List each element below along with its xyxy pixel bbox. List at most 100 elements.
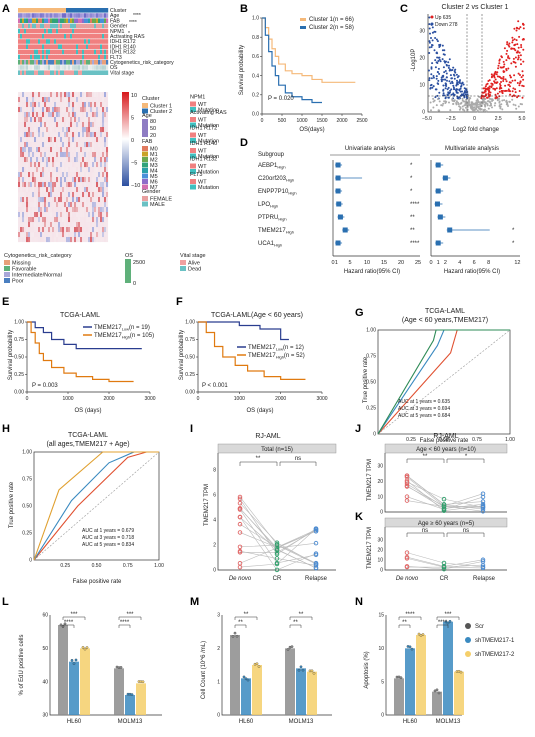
volcano-point bbox=[506, 43, 509, 46]
heatmap-cell bbox=[34, 222, 37, 228]
track-cell bbox=[60, 13, 63, 18]
heatmap-cell bbox=[102, 127, 105, 133]
track-cell bbox=[32, 65, 35, 70]
track-cell bbox=[32, 60, 35, 65]
heatmap-cell bbox=[46, 212, 49, 218]
track-cell bbox=[60, 49, 63, 55]
volcano-point bbox=[509, 74, 511, 77]
paired-point bbox=[480, 557, 486, 563]
heatmap-cell bbox=[84, 107, 87, 113]
volcano-point bbox=[483, 110, 486, 112]
heatmap-cell bbox=[106, 227, 109, 233]
heatmap-cell bbox=[22, 157, 25, 163]
legend-title: Activating RAS bbox=[190, 110, 227, 116]
heatmap-cell bbox=[58, 142, 61, 148]
legend-swatch bbox=[190, 122, 196, 128]
bar-point bbox=[421, 633, 425, 636]
heatmap-cell bbox=[20, 162, 23, 168]
bar-category: MOLM13 bbox=[436, 719, 461, 725]
heatmap-cell bbox=[94, 117, 97, 123]
heatmap-cell bbox=[24, 142, 27, 148]
track-cell bbox=[102, 70, 105, 75]
heatmap-cell bbox=[32, 122, 35, 128]
heatmap-cell bbox=[100, 202, 103, 208]
track-cell bbox=[78, 39, 81, 44]
heatmap-cell bbox=[44, 182, 47, 188]
track-cell bbox=[94, 39, 97, 44]
paired-point bbox=[237, 514, 243, 520]
heatmap-cell bbox=[50, 232, 53, 238]
track-cell bbox=[72, 70, 75, 75]
heatmap-cell bbox=[90, 187, 93, 193]
heatmap-cell bbox=[94, 142, 97, 148]
track-cell bbox=[90, 13, 93, 18]
legend-swatch bbox=[190, 117, 196, 122]
track-cell bbox=[106, 8, 109, 13]
heatmap-cell bbox=[64, 147, 67, 153]
g-title-1: TCGA-LAML bbox=[425, 308, 465, 315]
heatmap-cell bbox=[34, 147, 37, 153]
volcano-point bbox=[430, 44, 433, 46]
track-cell bbox=[22, 39, 25, 44]
track-cell bbox=[68, 39, 71, 44]
heatmap-cell bbox=[54, 192, 57, 198]
volcano-point bbox=[520, 63, 522, 66]
volcano-point bbox=[515, 107, 518, 110]
heatmap-cell bbox=[38, 237, 41, 243]
track-cell bbox=[30, 8, 33, 13]
heatmap-cell bbox=[62, 237, 65, 243]
track-cell bbox=[54, 23, 57, 29]
heatmap-cell bbox=[94, 232, 97, 238]
heatmap-cell bbox=[84, 172, 87, 178]
heatmap-cell bbox=[104, 132, 107, 138]
track-cell bbox=[76, 18, 79, 23]
volcano-point bbox=[505, 68, 508, 70]
volcano-point bbox=[479, 96, 481, 98]
heatmap-cell bbox=[20, 172, 23, 178]
heatmap-cell bbox=[28, 162, 31, 168]
heatmap-cell bbox=[100, 122, 103, 128]
heatmap-cell bbox=[38, 222, 41, 228]
track-cell bbox=[62, 28, 65, 34]
legend-item: M2 bbox=[150, 157, 158, 163]
track-cell bbox=[40, 39, 43, 44]
track-cell bbox=[66, 65, 69, 70]
heatmap-cell bbox=[50, 117, 53, 123]
volcano-point bbox=[507, 56, 509, 59]
n-legend-3: shTMEM217-2 bbox=[475, 652, 515, 658]
track-cell bbox=[98, 18, 101, 23]
volcano-point bbox=[494, 102, 497, 105]
heatmap-cell bbox=[42, 212, 45, 218]
heatmap-cell bbox=[52, 207, 55, 213]
volcano-point bbox=[514, 49, 517, 52]
heatmap-cell bbox=[100, 222, 103, 228]
forest-sig: * bbox=[410, 163, 413, 169]
heatmap-cell bbox=[70, 117, 73, 123]
heatmap-cell bbox=[104, 117, 107, 123]
track-cell bbox=[26, 28, 29, 34]
heatmap-cell bbox=[26, 142, 29, 148]
track-cell bbox=[42, 39, 45, 44]
volcano-point bbox=[428, 79, 431, 82]
heatmap-cell bbox=[58, 112, 61, 118]
track-cell bbox=[68, 18, 71, 23]
bar-point bbox=[312, 671, 316, 675]
heatmap-cell bbox=[78, 147, 81, 153]
track-cell bbox=[88, 49, 91, 55]
heatmap-cell bbox=[56, 92, 59, 98]
heatmap-cell bbox=[106, 162, 109, 168]
heatmap-cell bbox=[96, 127, 99, 133]
heatmap-cell bbox=[46, 142, 49, 148]
track-cell bbox=[80, 23, 83, 29]
heatmap-cell bbox=[106, 147, 109, 153]
heatmap-cell bbox=[106, 112, 109, 118]
y-tick-label: 10 bbox=[378, 646, 384, 652]
heatmap-cell bbox=[82, 167, 85, 173]
volcano-point bbox=[434, 96, 437, 99]
track-cell bbox=[86, 65, 89, 70]
bar-point bbox=[459, 670, 463, 674]
heatmap-cell bbox=[20, 127, 23, 133]
heatmap-cell bbox=[66, 152, 69, 158]
